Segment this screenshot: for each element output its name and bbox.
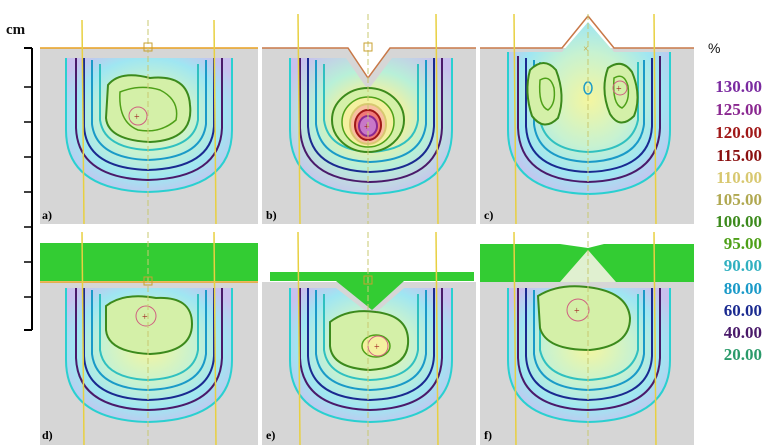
legend-level: 120.00: [715, 123, 762, 142]
svg-text:+: +: [574, 306, 580, 317]
legend-level: 105.00: [715, 190, 762, 209]
svg-text:+: +: [142, 312, 148, 323]
panel-label-d: d): [42, 428, 53, 442]
legend-level: 115.00: [716, 146, 762, 165]
svg-text:+: +: [134, 112, 140, 123]
svg-text:+: +: [374, 342, 380, 353]
panel-label-b: b): [266, 208, 277, 222]
cm-scale: [24, 47, 33, 331]
panel-label-c: c): [484, 208, 494, 222]
legend-level: 40.00: [723, 323, 762, 342]
legend-level: 125.00: [715, 100, 762, 119]
panel-label-e: e): [266, 428, 276, 442]
panel-c: + ×: [480, 8, 694, 225]
legend-level: 95.00: [723, 234, 762, 253]
legend-level: 90.00: [723, 256, 762, 275]
legend-level: 130.00: [715, 77, 762, 96]
panel-label-f: f): [484, 428, 492, 442]
svg-text:×: ×: [583, 44, 589, 55]
svg-text:+: +: [364, 122, 370, 133]
panel-label-a: a): [42, 208, 52, 222]
percent-label: %: [708, 40, 721, 56]
legend-level: 60.00: [723, 301, 762, 320]
panel-b: +: [262, 8, 476, 225]
legend-level: 20.00: [723, 345, 762, 364]
legend-level: 110.00: [716, 168, 762, 187]
panel-d: +: [40, 231, 258, 445]
unit-label: cm: [6, 22, 26, 38]
legend-level: 100.00: [715, 212, 762, 231]
svg-text:+: +: [616, 84, 622, 95]
panel-e: +: [262, 231, 476, 445]
legend-level: 80.00: [723, 279, 762, 298]
panel-a: +: [40, 8, 258, 225]
panel-f: +: [480, 231, 694, 445]
